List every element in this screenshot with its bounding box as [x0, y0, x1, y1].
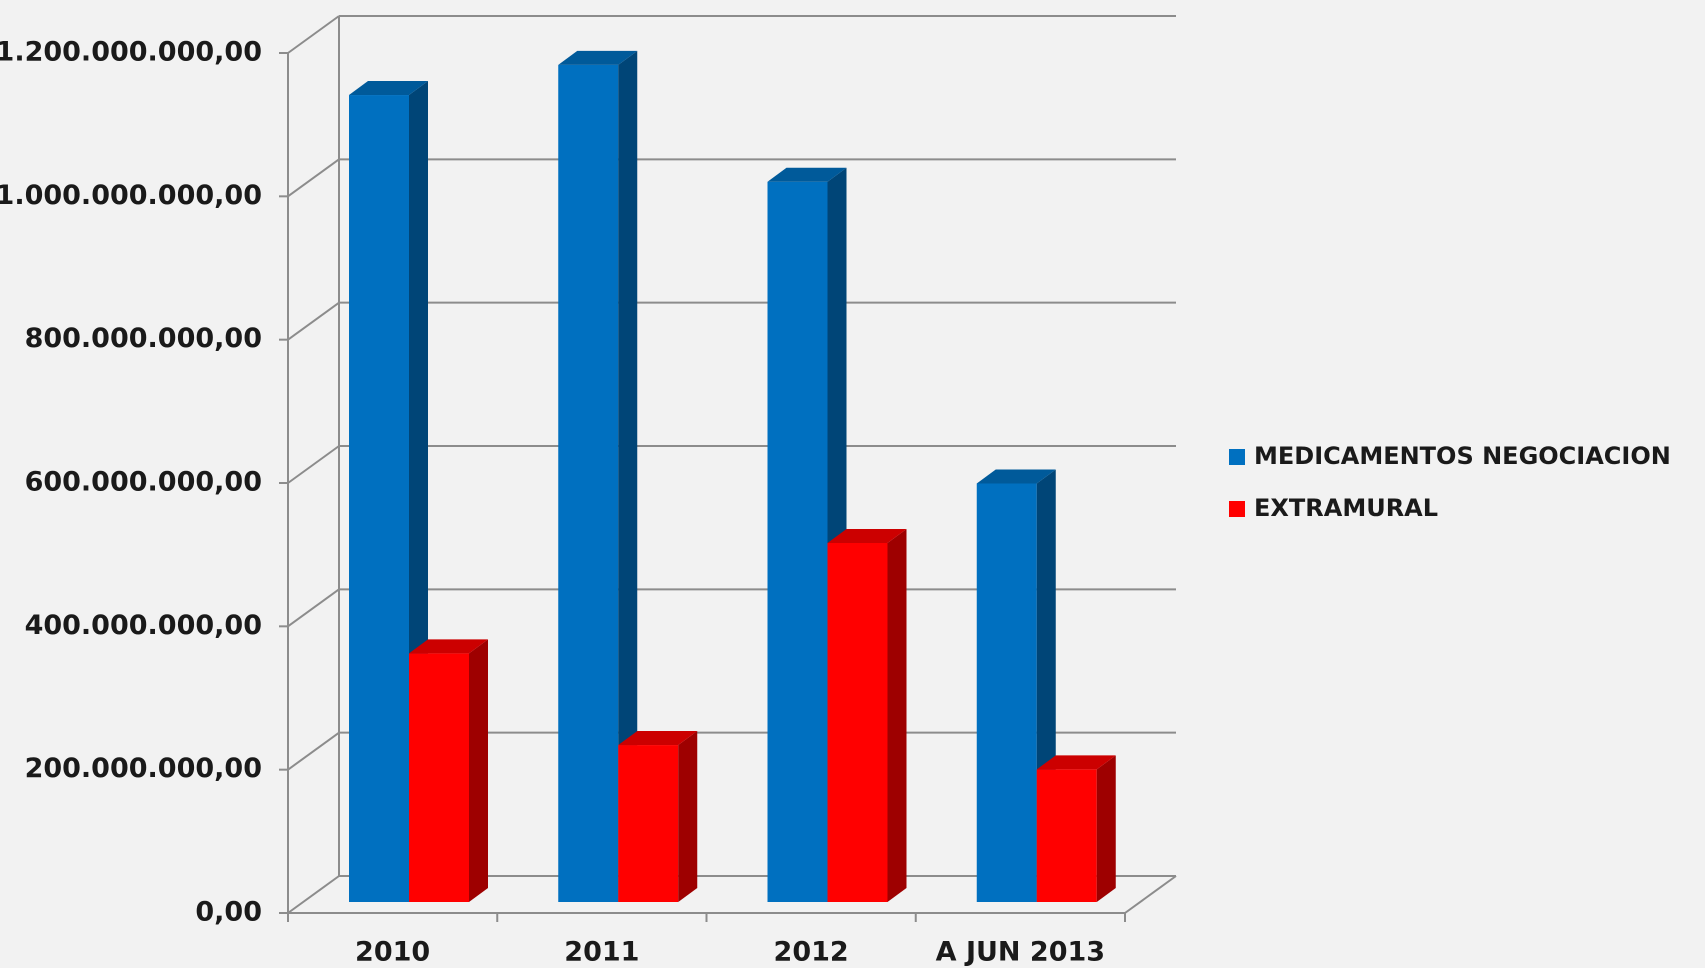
- bar-top: [827, 528, 907, 543]
- bar-side: [1096, 755, 1116, 902]
- grid-diagonal: [287, 731, 340, 771]
- y-tick-label: 0,00: [195, 897, 262, 928]
- bar: [558, 64, 619, 902]
- floor-edge: [1124, 875, 1177, 914]
- bar: [1036, 769, 1097, 902]
- bar-top: [1036, 755, 1116, 770]
- bar-top: [349, 81, 428, 96]
- bar: [409, 653, 469, 902]
- bar: [976, 483, 1037, 902]
- grid-diagonal: [287, 15, 340, 54]
- grid-diagonal: [287, 588, 340, 628]
- bar-top: [558, 50, 638, 65]
- bar-side: [887, 528, 907, 902]
- x-tick-label: 2010: [355, 937, 430, 968]
- bar-top: [976, 469, 1056, 484]
- grid-diagonal: [287, 875, 340, 914]
- y-tick-label: 1.000.000.000,00: [0, 180, 262, 211]
- bar: [349, 95, 409, 903]
- bar-top: [618, 731, 698, 746]
- x-tick-label: 2012: [774, 937, 849, 968]
- y-tick-label: 200.000.000,00: [25, 753, 262, 784]
- bar-side: [469, 639, 488, 902]
- y-tick-label: 400.000.000,00: [25, 610, 262, 641]
- grid-diagonal: [287, 301, 340, 341]
- x-tick-label: A JUN 2013: [936, 937, 1105, 968]
- legend-swatch: [1229, 501, 1245, 517]
- y-tick-label: 1.200.000.000,00: [0, 37, 262, 68]
- bar: [767, 181, 828, 902]
- bar-side: [618, 50, 638, 902]
- y-tick-label: 800.000.000,00: [25, 323, 262, 354]
- y-tick-label: 600.000.000,00: [25, 467, 262, 498]
- x-tick-label: 2011: [564, 937, 639, 968]
- bar-top: [767, 167, 847, 182]
- bar: [618, 745, 679, 902]
- legend-swatch: [1229, 449, 1245, 465]
- bar: [827, 542, 888, 902]
- grid-diagonal: [287, 445, 340, 484]
- bar-top: [409, 639, 488, 654]
- bar-side: [678, 731, 698, 902]
- legend-label: EXTRAMURAL: [1254, 494, 1438, 522]
- grid-diagonal: [287, 158, 340, 198]
- legend-label: MEDICAMENTOS NEGOCIACION: [1254, 442, 1671, 470]
